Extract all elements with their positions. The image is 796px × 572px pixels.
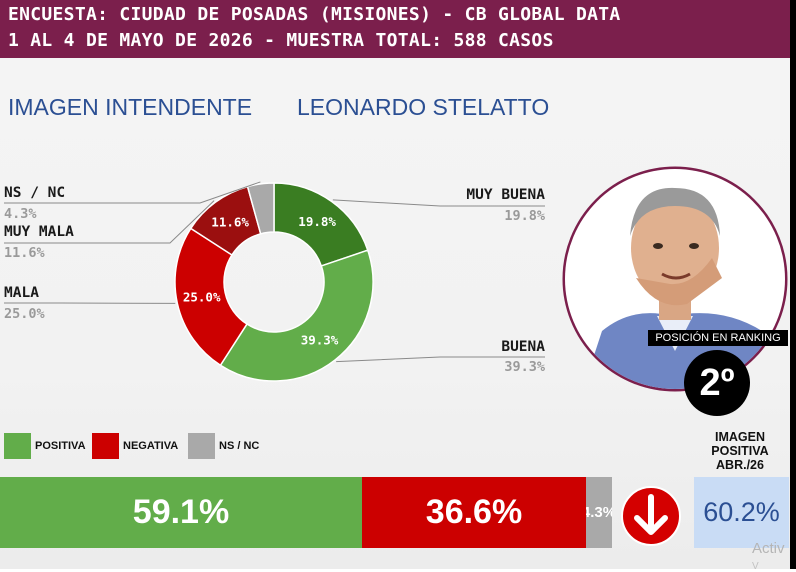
donut-label-muy-mala: 11.6%: [211, 214, 249, 229]
previous-image-title-line-3: ABR./26: [694, 458, 786, 472]
previous-image-value: 60.2%: [694, 477, 789, 548]
donut-label-muy-buena: 19.8%: [298, 214, 336, 229]
legend-label-negativa: NEGATIVA: [123, 440, 178, 452]
windows-activation-watermark: Activ: [752, 540, 785, 557]
bar-ns-nc-label: 4.3%: [586, 504, 612, 521]
bar-negativa: 36.6%: [362, 477, 586, 548]
donut-slices: [175, 183, 373, 381]
label-muy-mala: MUY MALA: [4, 224, 74, 240]
previous-image-title: IMAGEN POSITIVA ABR./26: [694, 430, 786, 472]
legend-label-positiva: POSITIVA: [35, 440, 86, 452]
windows-activation-watermark-2: V: [752, 561, 759, 572]
legend-swatch-positiva: [4, 433, 31, 459]
ranking-label: POSICIÓN EN RANKING: [648, 330, 788, 346]
pct-mala: 25.0%: [4, 306, 45, 322]
label-mala: MALA: [4, 285, 39, 301]
ranking-badge: 2º: [684, 350, 750, 416]
pct-ns-nc: 4.3%: [4, 206, 37, 222]
pct-buena: 39.3%: [420, 359, 545, 375]
down-arrow-icon: [620, 485, 682, 547]
donut-label-mala: 25.0%: [183, 290, 221, 305]
label-buena: BUENA: [420, 339, 545, 355]
pct-muy-buena: 19.8%: [420, 208, 545, 224]
previous-image-title-line-2: POSITIVA: [694, 444, 786, 458]
donut-label-buena: 39.3%: [301, 332, 339, 347]
label-ns-nc: NS / NC: [4, 185, 65, 201]
legend-label-ns-nc: NS / NC: [219, 440, 259, 452]
bar-positiva-label: 59.1%: [133, 493, 229, 532]
legend-swatch-ns-nc: [188, 433, 215, 459]
bar-positiva: 59.1%: [0, 477, 362, 548]
previous-image-title-line-1: IMAGEN: [694, 430, 786, 444]
bar-ns-nc: 4.3%: [586, 477, 612, 548]
pct-muy-mala: 11.6%: [4, 245, 45, 261]
label-muy-buena: MUY BUENA: [420, 187, 545, 203]
legend-swatch-negativa: [92, 433, 119, 459]
bar-negativa-label: 36.6%: [426, 493, 522, 532]
candidate-photo: [562, 166, 788, 392]
